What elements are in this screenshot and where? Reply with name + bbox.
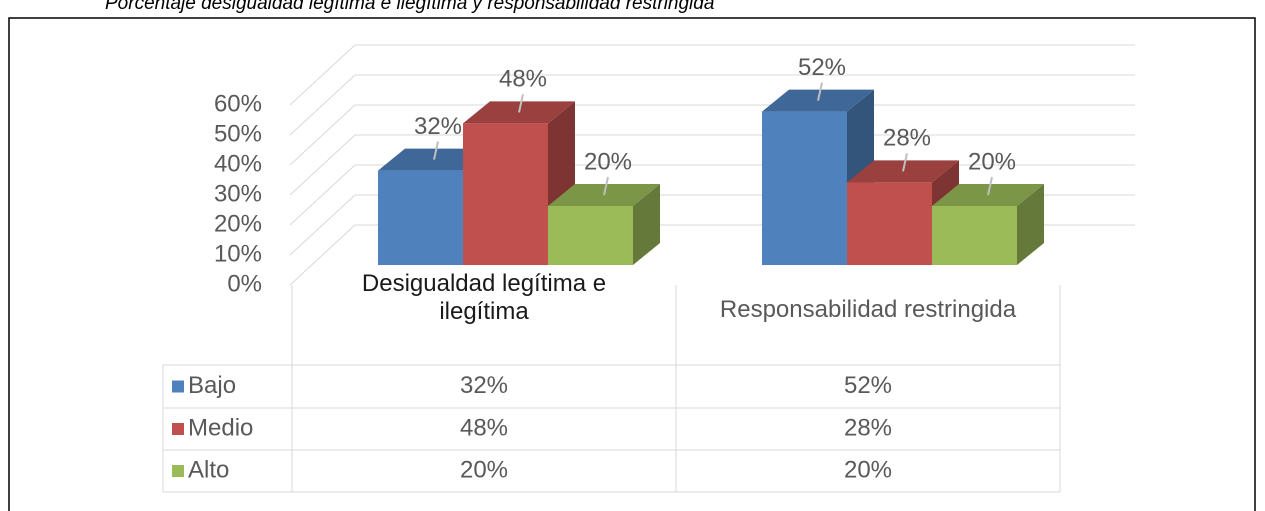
bar (378, 170, 463, 265)
legend-label: Alto (188, 456, 229, 483)
table-cell: 20% (844, 456, 892, 483)
bar (548, 206, 633, 265)
grid-line (289, 104, 356, 166)
grid-line (289, 44, 356, 106)
x-tick-label: Responsabilidad restringida (719, 296, 1017, 323)
y-tick-label: 10% (214, 240, 262, 267)
data-label: 52% (798, 54, 846, 81)
leader-line (603, 176, 609, 196)
bar (847, 182, 932, 265)
grid-line (289, 164, 356, 226)
leader-line (518, 94, 524, 113)
y-tick-label: 50% (214, 120, 262, 147)
legend-swatch (172, 465, 184, 477)
table-cell: 28% (844, 414, 892, 441)
y-tick-label: 0% (227, 270, 262, 297)
bar (932, 206, 1017, 265)
legend-label: Medio (188, 414, 253, 441)
table-cell: 52% (844, 372, 892, 399)
leader-line (902, 153, 908, 172)
grid-line (289, 194, 356, 256)
table-cell: 48% (460, 414, 508, 441)
data-label: 28% (883, 125, 931, 152)
grid-line (289, 74, 356, 136)
bar (762, 111, 847, 265)
leader-line (817, 82, 823, 101)
data-label: 48% (499, 66, 547, 93)
legend-swatch (172, 423, 184, 435)
bar-side (633, 184, 660, 265)
data-label: 32% (414, 113, 462, 140)
data-label: 20% (968, 148, 1016, 175)
category-cell: Desigualdad legítima e ilegítima (361, 270, 607, 325)
bar (463, 123, 548, 266)
leader-line (433, 141, 439, 160)
legend-swatch (172, 380, 184, 393)
grid-line (289, 224, 356, 286)
frame (8, 17, 1256, 511)
bar-side (1017, 184, 1044, 265)
leader-line (987, 176, 993, 196)
data-label: 20% (584, 148, 632, 175)
y-tick-label: 20% (214, 210, 262, 237)
y-tick-label: 30% (214, 180, 262, 207)
x-tick-label: Desigualdad legítima e ilegítima (361, 270, 607, 325)
grid-line (289, 134, 356, 196)
y-tick-label: 60% (214, 90, 262, 117)
y-tick-label: 40% (214, 150, 262, 177)
table-cell: 20% (460, 456, 508, 483)
legend-label: Bajo (188, 372, 236, 399)
category-cell: Responsabilidad restringida (719, 296, 1017, 323)
table-cell: 32% (460, 372, 508, 399)
chart-title: Porcentaje desigualdad legítima e ilegít… (105, 0, 714, 14)
